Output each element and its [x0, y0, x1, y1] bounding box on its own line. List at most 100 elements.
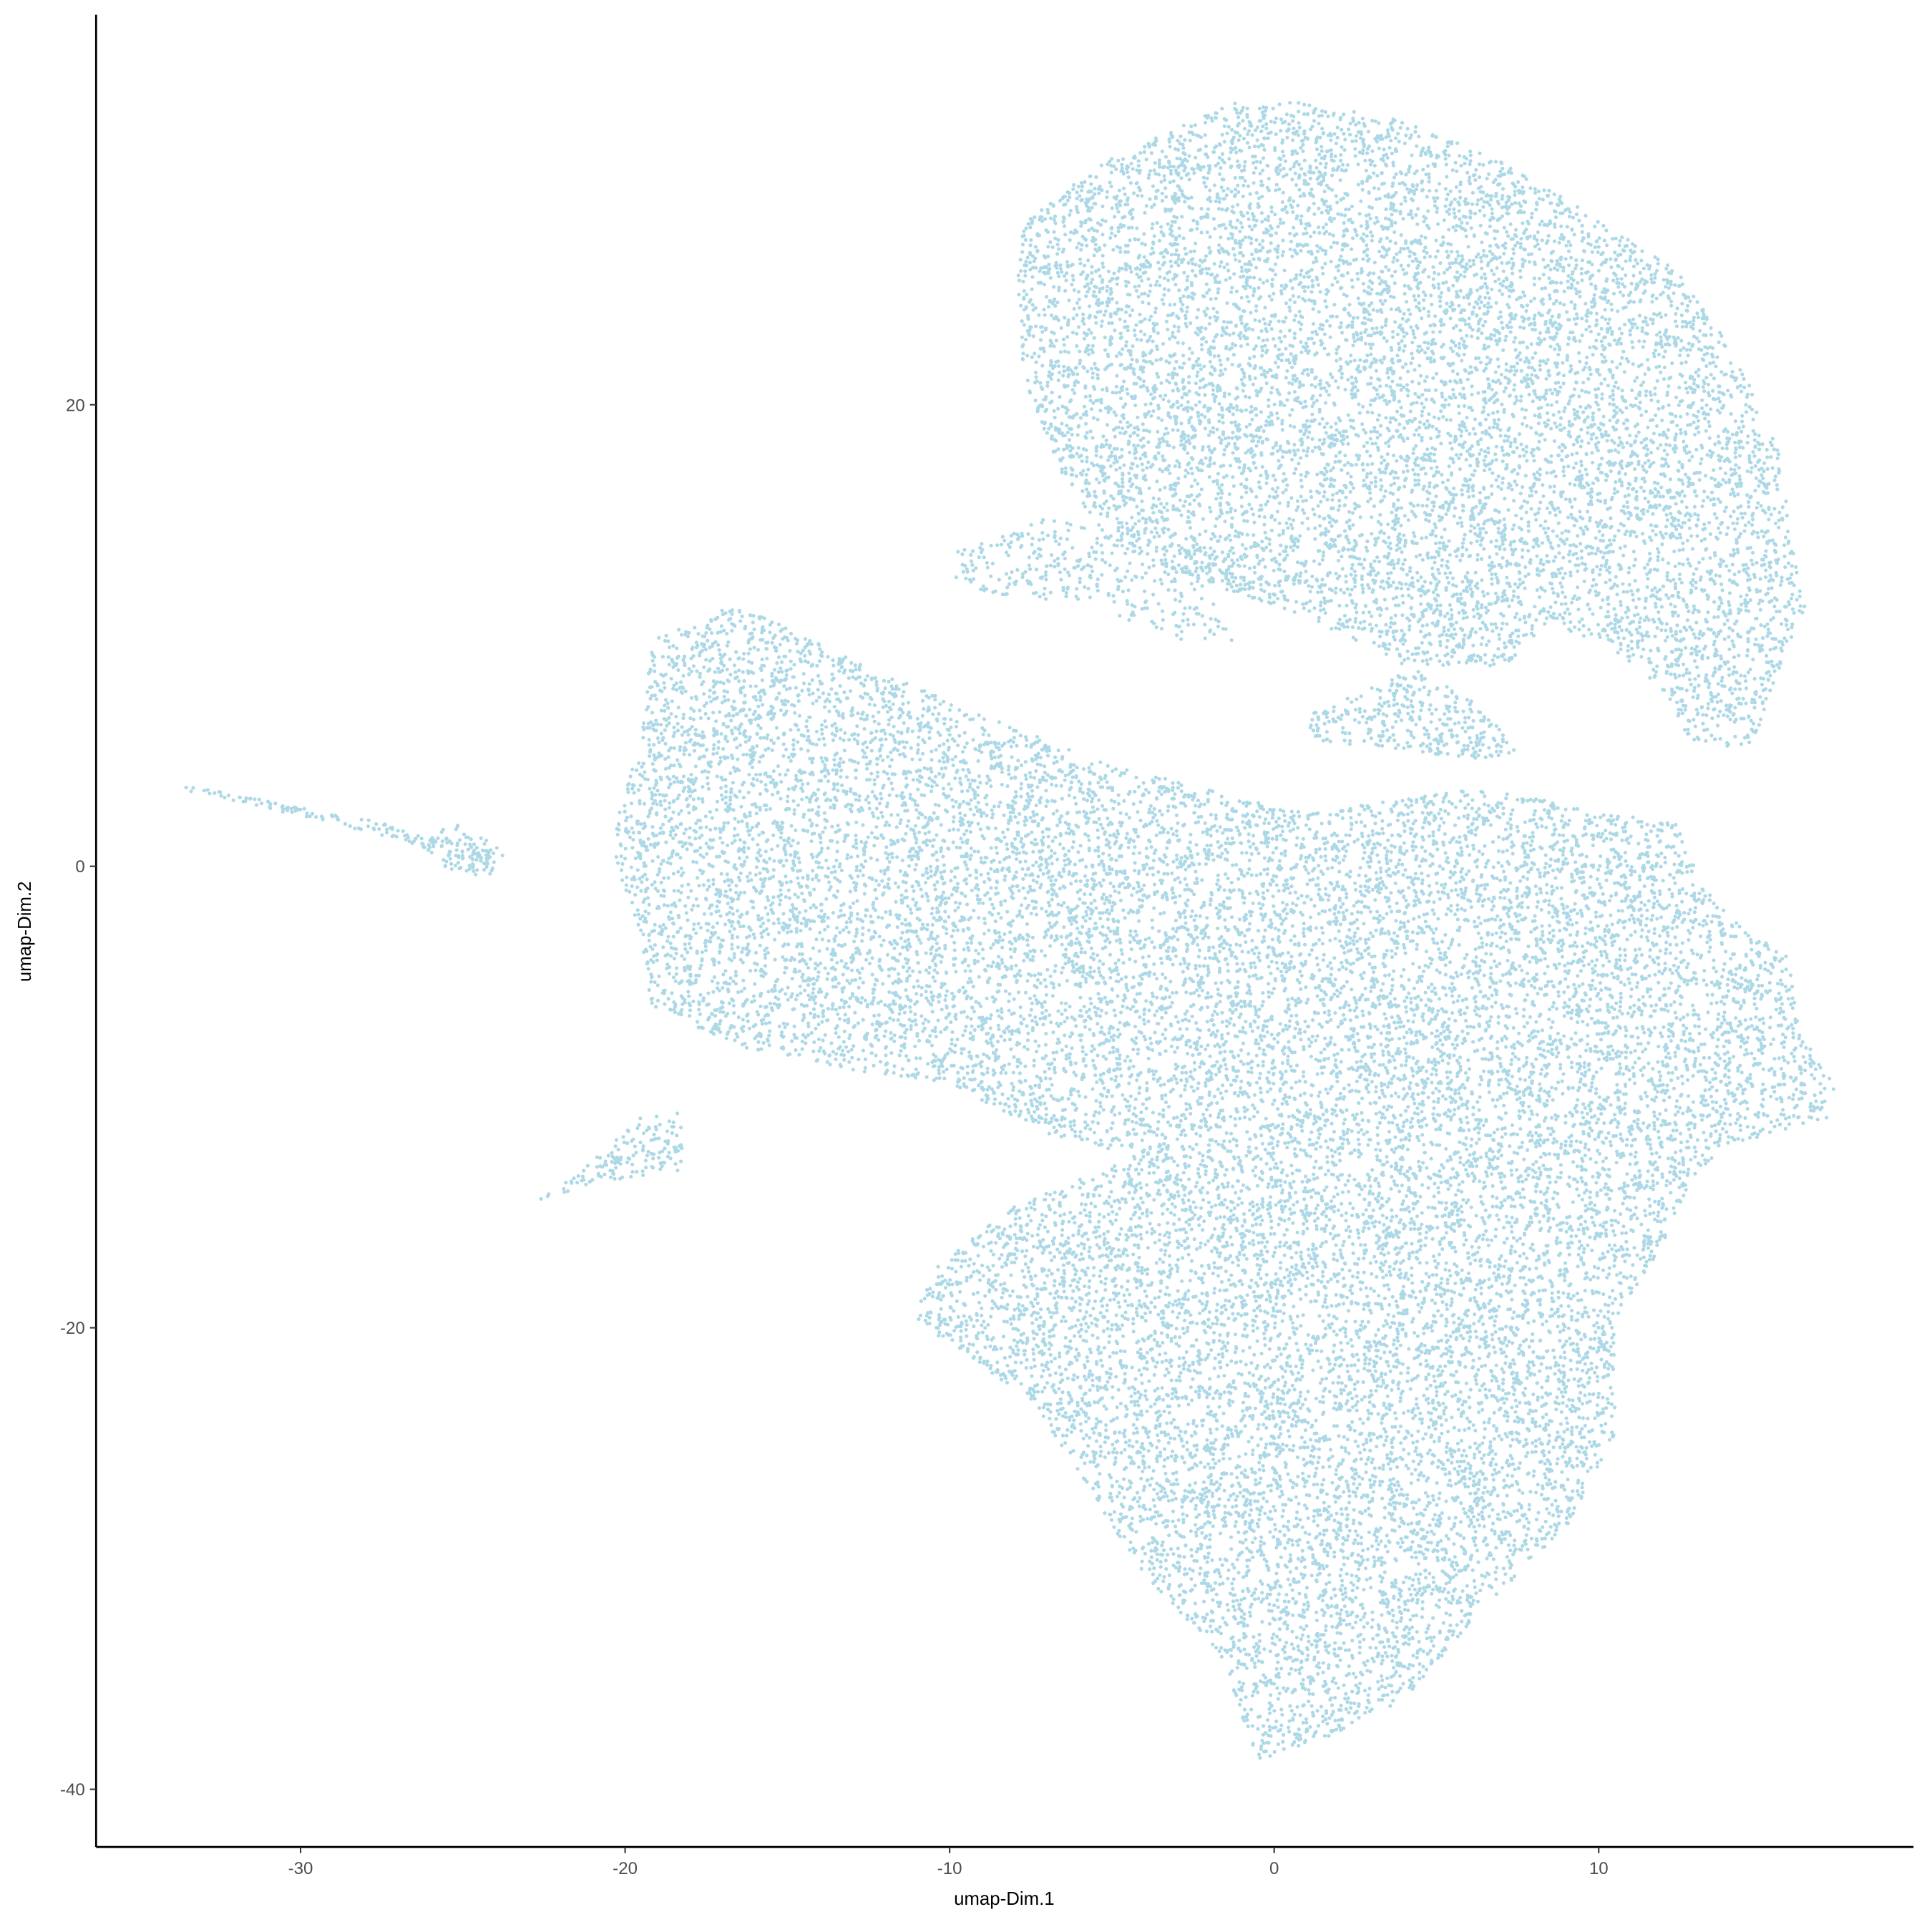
scatter-point [1617, 326, 1622, 331]
scatter-point [1078, 306, 1082, 310]
scatter-point [1366, 499, 1370, 504]
scatter-point [1714, 364, 1718, 369]
scatter-point [1332, 444, 1336, 448]
scatter-point [1465, 615, 1469, 620]
scatter-point [1576, 557, 1580, 561]
scatter-point [1369, 480, 1374, 485]
scatter-point [1241, 137, 1246, 141]
scatter-point [1433, 314, 1438, 318]
scatter-point [1385, 253, 1389, 257]
scatter-point [1402, 247, 1406, 251]
scatter-point [1402, 343, 1407, 348]
scatter-point [1085, 209, 1091, 213]
scatter-point [1023, 238, 1028, 242]
scatter-point [1704, 676, 1708, 680]
scatter-point [1121, 384, 1125, 389]
scatter-point [1577, 620, 1581, 624]
scatter-point [1697, 636, 1701, 640]
scatter-point [1187, 357, 1191, 361]
scatter-point [1138, 274, 1143, 279]
scatter-point [1241, 119, 1245, 123]
scatter-point [1427, 519, 1431, 523]
scatter-point [1496, 277, 1501, 281]
scatter-point [1486, 412, 1491, 417]
scatter-point [1413, 368, 1417, 372]
scatter-point [1339, 152, 1343, 157]
scatter-point [1178, 296, 1183, 301]
scatter-point [1492, 653, 1497, 658]
scatter-point [1236, 422, 1241, 427]
scatter-point [1128, 450, 1132, 454]
scatter-point [1231, 331, 1236, 336]
scatter-point [1302, 158, 1307, 162]
scatter-point [1365, 253, 1370, 258]
scatter-point [1057, 288, 1061, 293]
scatter-point [1209, 509, 1213, 514]
scatter-point [1254, 166, 1258, 170]
scatter-point [1490, 207, 1494, 211]
scatter-point [1547, 188, 1551, 192]
scatter-point [1400, 316, 1405, 321]
scatter-point [1753, 489, 1757, 493]
scatter-point [1519, 442, 1523, 447]
scatter-point [1504, 286, 1508, 290]
scatter-point [1217, 401, 1221, 406]
scatter-point [1641, 380, 1646, 384]
scatter-point [1148, 289, 1152, 293]
scatter-point [1299, 484, 1304, 489]
scatter-point [1428, 512, 1433, 517]
scatter-point [1157, 165, 1162, 169]
scatter-point [1284, 301, 1289, 306]
scatter-point [1540, 219, 1544, 224]
scatter-point [1625, 441, 1629, 445]
scatter-point [1696, 425, 1700, 429]
scatter-point [1569, 255, 1574, 260]
scatter-point [1398, 376, 1402, 381]
scatter-point [1400, 339, 1404, 343]
scatter-point [1064, 411, 1068, 415]
scatter-point [1130, 515, 1134, 519]
scatter-point [1594, 582, 1599, 587]
scatter-point [1322, 332, 1327, 336]
scatter-point [1367, 610, 1372, 615]
scatter-point [1533, 244, 1537, 249]
scatter-point [1713, 442, 1717, 447]
scatter-point [1062, 203, 1066, 207]
scatter-point [1707, 412, 1711, 416]
scatter-point [1455, 290, 1459, 294]
scatter-point [1342, 147, 1347, 152]
scatter-point [1609, 469, 1613, 474]
scatter-point [1259, 503, 1263, 507]
scatter-point [1060, 470, 1064, 474]
scatter-point [1548, 484, 1552, 489]
scatter-point [1042, 283, 1047, 287]
scatter-point [1775, 483, 1779, 487]
scatter-point [1443, 187, 1448, 191]
scatter-point [1438, 546, 1442, 551]
scatter-point [1644, 320, 1648, 324]
scatter-point [1488, 467, 1492, 472]
scatter-point [1534, 517, 1538, 522]
scatter-point [1709, 476, 1714, 480]
scatter-point [1083, 220, 1088, 225]
scatter-point [1772, 507, 1777, 511]
scatter-point [1724, 564, 1729, 568]
scatter-point [1427, 180, 1431, 184]
scatter-point [1116, 276, 1120, 280]
scatter-point [1463, 318, 1467, 323]
scatter-point [1516, 180, 1521, 184]
scatter-point [1599, 605, 1603, 610]
scatter-point [1670, 633, 1674, 638]
scatter-point [1580, 258, 1584, 263]
scatter-point [1187, 154, 1191, 158]
scatter-point [1241, 214, 1246, 218]
scatter-point [1440, 394, 1445, 399]
scatter-point [1176, 477, 1181, 481]
scatter-point [1076, 325, 1081, 329]
scatter-point [1581, 623, 1586, 628]
scatter-point [1395, 476, 1400, 480]
scatter-point [1653, 634, 1657, 638]
scatter-point [1244, 490, 1249, 494]
scatter-point [1136, 376, 1141, 380]
